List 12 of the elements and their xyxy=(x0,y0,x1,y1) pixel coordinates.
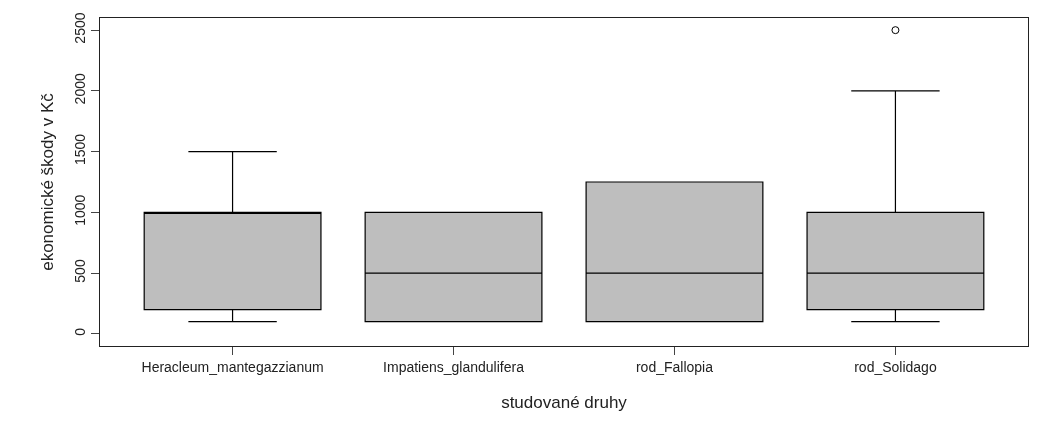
x-tick-label: rod_Fallopia xyxy=(635,358,714,375)
y-tick-label: 0 xyxy=(72,327,89,336)
y-tick-label: 500 xyxy=(72,259,89,283)
y-tick-label: 2500 xyxy=(72,12,89,44)
y-tick-label: 2000 xyxy=(72,73,89,105)
y-tick-label: 1500 xyxy=(72,133,89,166)
x-tick-label: rod_Solidago xyxy=(854,358,937,375)
x-axis-title: studované druhy xyxy=(501,393,628,413)
y-tick-label: 1000 xyxy=(72,194,89,226)
x-tick-label: Heracleum_mantegazzianum xyxy=(141,358,324,375)
y-axis-title: ekonomické škody v Kč xyxy=(37,92,57,271)
x-tick-label: Impatiens_glandulifera xyxy=(383,358,525,375)
